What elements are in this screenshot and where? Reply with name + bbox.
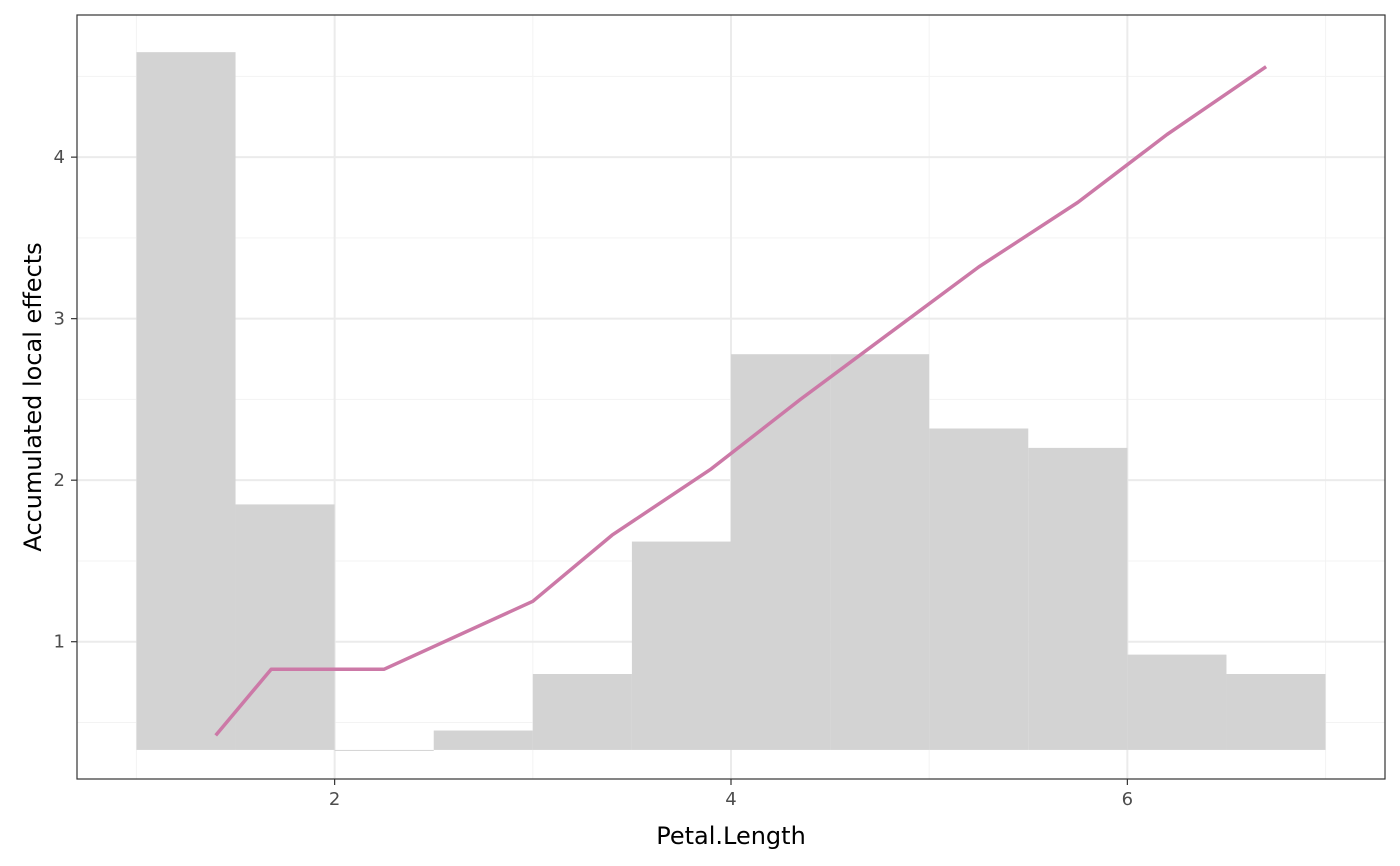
histogram-bar	[136, 52, 236, 750]
histogram-bars	[136, 52, 1326, 751]
ale-line	[214, 65, 1268, 737]
y-axis-title: Accumulated local effects	[19, 242, 47, 551]
y-tick-label: 1	[54, 632, 65, 653]
histogram-bar	[929, 428, 1029, 750]
histogram-bar	[631, 541, 731, 750]
histogram-bar	[433, 730, 533, 750]
histogram-bar	[1127, 654, 1227, 750]
y-tick-label: 2	[54, 470, 65, 491]
x-axis-ticks: 2 4 6	[329, 779, 1133, 810]
y-axis-ticks: 1 2 3 4	[54, 147, 77, 653]
x-tick-label: 4	[725, 789, 736, 810]
y-tick-label: 4	[54, 147, 65, 168]
histogram-bar	[334, 749, 434, 751]
histogram-bar	[235, 504, 335, 750]
histogram-bar	[532, 674, 632, 750]
x-axis-title: Petal.Length	[656, 822, 806, 850]
y-tick-label: 3	[54, 309, 65, 330]
histogram-bar	[731, 354, 831, 750]
x-tick-label: 2	[329, 789, 340, 810]
ale-line-layer	[214, 65, 1268, 737]
histogram-bar	[1028, 447, 1128, 750]
x-tick-label: 6	[1122, 789, 1133, 810]
histogram-bar	[830, 354, 930, 750]
histogram-bar	[1226, 674, 1326, 750]
